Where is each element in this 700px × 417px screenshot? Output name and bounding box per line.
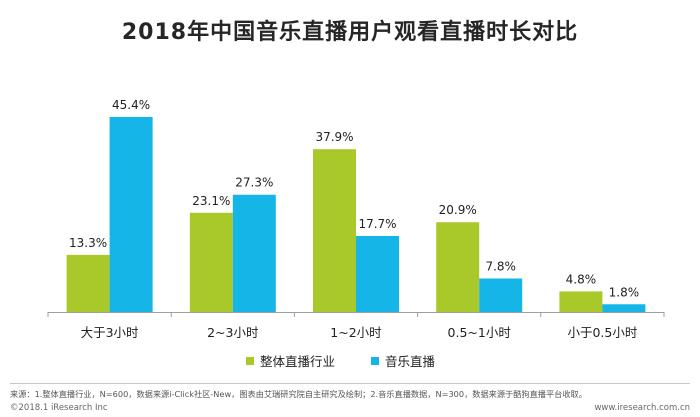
- bar-series1-1: [66, 254, 110, 312]
- data-label-series1-1: 13.3%: [69, 236, 107, 250]
- x-axis-ticks: [47, 312, 665, 317]
- data-label-series2-1: 45.4%: [112, 98, 150, 112]
- data-labels: 13.3% 45.4% 23.1% 27.3% 37.9% 17.7% 20.9% 7.8% 4…: [69, 98, 639, 299]
- bar-series2-3: [356, 235, 399, 312]
- source-note: 来源：1.整体直播行业，N=600，数据来源i-Click社区-New，图表由艾…: [10, 389, 587, 399]
- legend-label-series2: 音乐直播: [385, 354, 436, 369]
- category-label-2: 2~3小时: [207, 325, 259, 340]
- category-label-4: 0.5~1小时: [448, 325, 512, 340]
- bar-series1-2: [189, 212, 233, 312]
- data-label-series1-4: 20.9%: [439, 203, 477, 217]
- legend: 整体直播行业 音乐直播: [246, 351, 435, 370]
- bar-series2-1: [109, 117, 153, 312]
- category-label-3: 1~2小时: [330, 325, 382, 340]
- bar-series2-4: [479, 278, 523, 312]
- data-label-series2-5: 1.8%: [609, 285, 640, 299]
- legend-swatch-series2: [371, 356, 380, 365]
- data-label-series1-3: 37.9%: [315, 130, 353, 144]
- category-label-1: 大于3小时: [81, 325, 139, 340]
- footer-divider: [10, 383, 690, 384]
- bar-series1-5: [559, 291, 603, 312]
- bar-series1-4: [436, 222, 480, 312]
- legend-item-series2: 音乐直播: [371, 351, 435, 370]
- bars-group: [66, 117, 646, 312]
- bar-series1-3: [313, 149, 356, 312]
- chart-title: 2018年中国音乐直播用户观看直播时长对比: [121, 20, 579, 45]
- copyright: ©2018.1 iResearch Inc: [10, 403, 108, 413]
- legend-label-series1: 整体直播行业: [260, 354, 336, 369]
- data-label-series2-3: 17.7%: [358, 217, 396, 231]
- data-label-series1-5: 4.8%: [566, 272, 597, 286]
- category-label-5: 小于0.5小时: [567, 325, 637, 340]
- legend-swatch-series1: [246, 356, 254, 365]
- data-label-series2-4: 7.8%: [485, 259, 516, 273]
- legend-item-series1: 整体直播行业: [246, 351, 335, 370]
- bar-series2-2: [232, 194, 276, 312]
- data-label-series1-2: 23.1%: [192, 194, 230, 208]
- data-label-series2-2: 27.3%: [235, 176, 273, 190]
- bar-series2-5: [602, 304, 646, 312]
- website-url: www.iresearch.com.cn: [594, 403, 690, 413]
- category-labels: 大于3小时 2~3小时 1~2小时 0.5~1小时 小于0.5小时: [81, 325, 638, 340]
